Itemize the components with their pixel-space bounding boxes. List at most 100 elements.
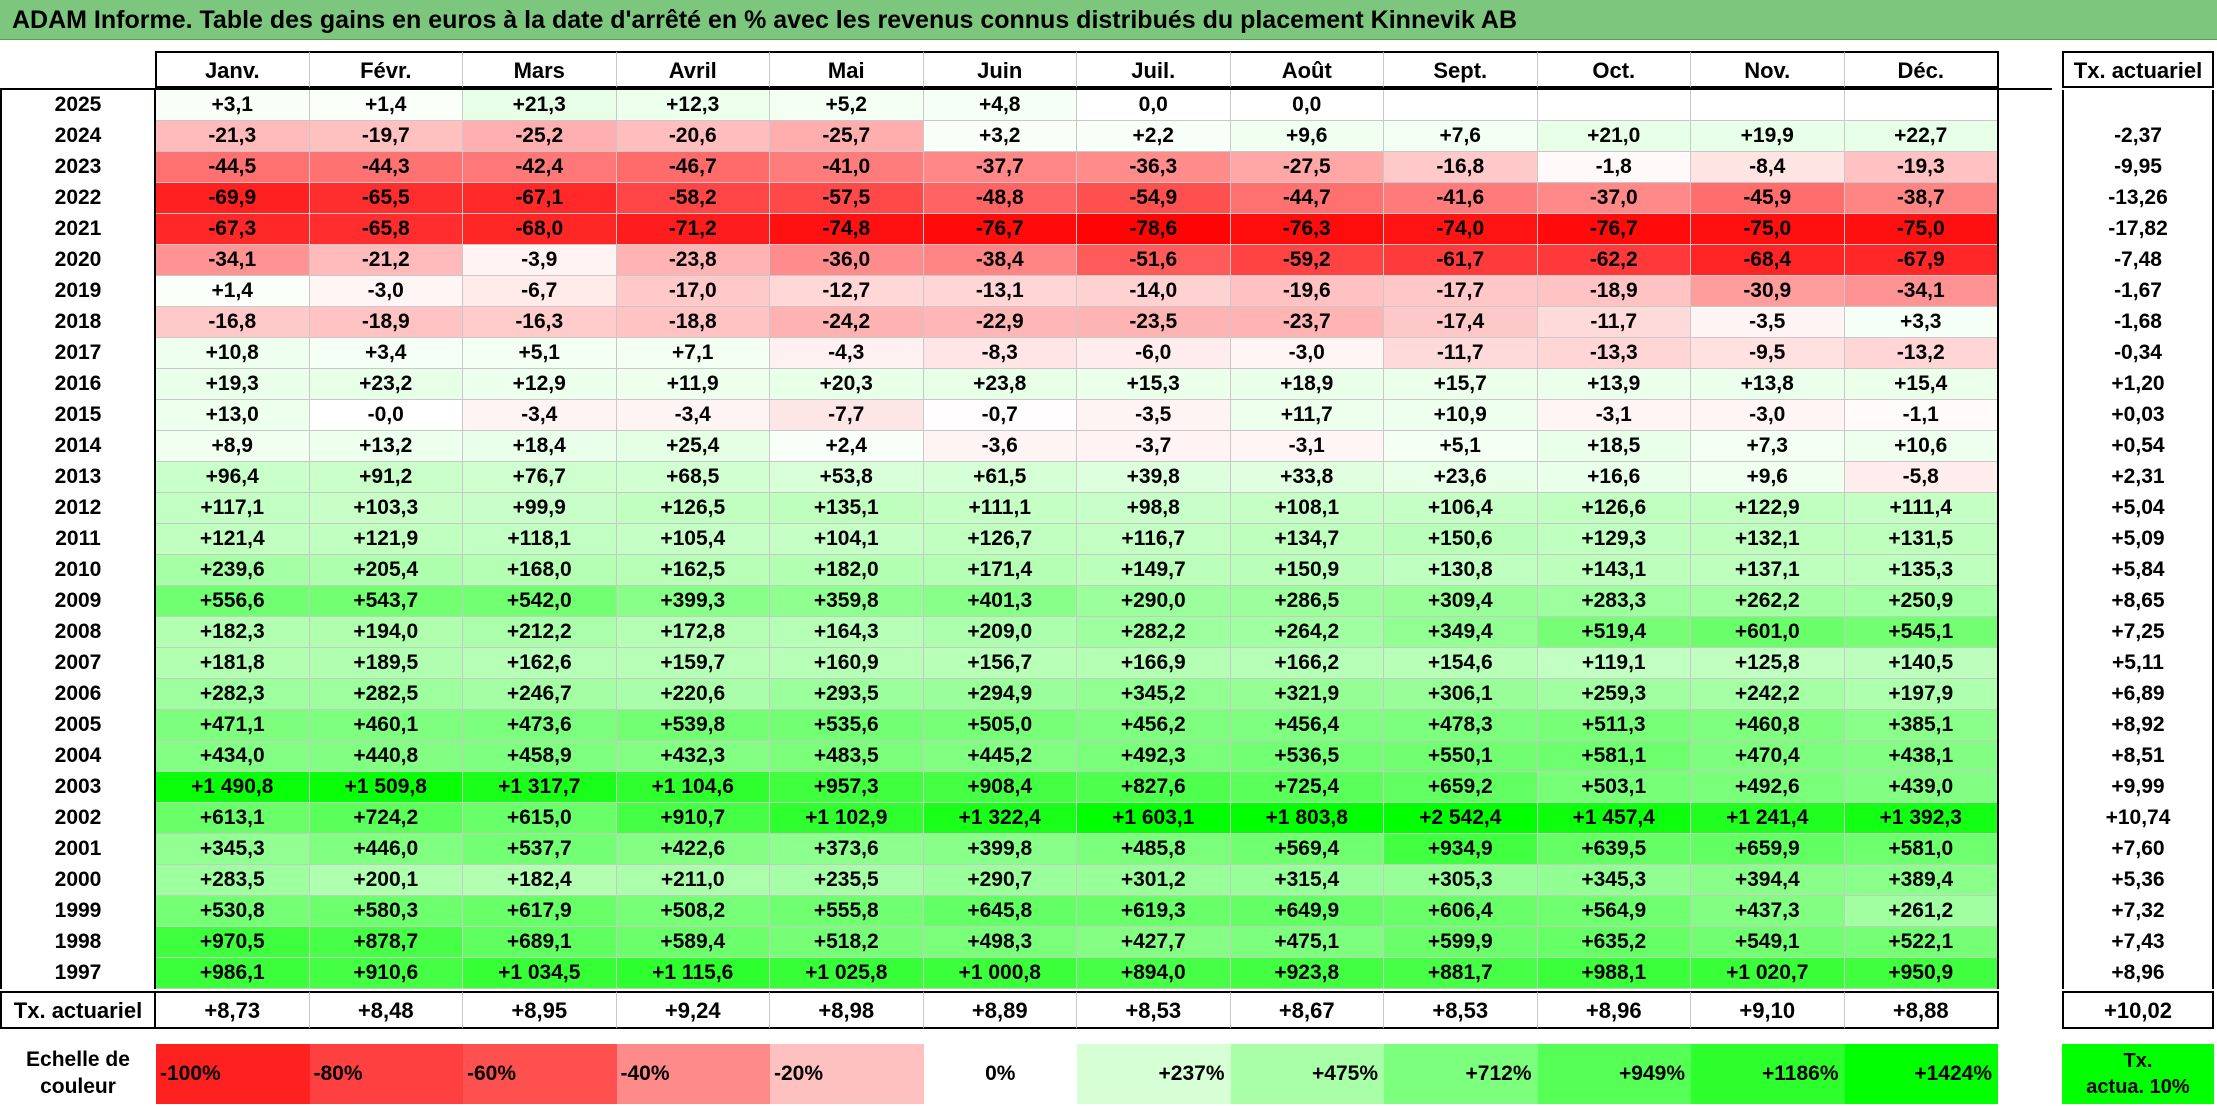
footer-value-cell: +8,53 [1077,991,1231,1029]
value-cell: +309,4 [1384,586,1538,617]
value-cell: +542,0 [463,586,617,617]
value-cell: -42,4 [463,152,617,183]
value-cell: +635,2 [1537,927,1691,958]
value-cell: +290,0 [1077,586,1231,617]
value-cell: -3,4 [616,400,770,431]
value-cell: -65,5 [309,183,463,214]
value-cell: +2,2 [1077,121,1231,152]
value-cell: +15,3 [1077,369,1231,400]
value-cell: -9,5 [1691,338,1845,369]
value-cell: -75,0 [1691,214,1845,245]
value-cell: +119,1 [1537,648,1691,679]
value-cell: +1 490,8 [156,772,310,803]
value-cell: -6,0 [1077,338,1231,369]
footer-value-cell: +8,48 [309,991,463,1029]
value-cell: +20,3 [770,369,924,400]
year-label: 2014 [0,431,156,462]
year-label: 2008 [0,617,156,648]
value-cell: +98,8 [1077,493,1231,524]
value-cell: +1 322,4 [923,803,1077,834]
value-cell [1537,90,1691,121]
value-cell: +126,7 [923,524,1077,555]
value-cell: +150,6 [1384,524,1538,555]
value-cell: -25,7 [770,121,924,152]
value-cell: +11,7 [1230,400,1384,431]
value-cell: -36,3 [1077,152,1231,183]
value-cell: +485,8 [1077,834,1231,865]
value-cell: +1 034,5 [463,958,617,989]
value-cell: +878,7 [309,927,463,958]
value-cell: +537,7 [463,834,617,865]
footer-value-cell: +9,24 [616,991,770,1029]
year-label: 2010 [0,555,156,586]
value-cell: -36,0 [770,245,924,276]
color-scale-step: +712% [1384,1044,1538,1104]
tx-actuariel-cell: -17,82 [2062,214,2214,245]
value-cell: -7,7 [770,400,924,431]
value-cell: +550,1 [1384,741,1538,772]
year-label: 2006 [0,679,156,710]
value-cell: -78,6 [1077,214,1231,245]
value-cell: -3,1 [1230,431,1384,462]
footer-value-cell: +8,89 [923,991,1077,1029]
value-cell: +645,8 [923,896,1077,927]
value-cell: +569,4 [1230,834,1384,865]
value-cell: -14,0 [1077,276,1231,307]
value-cell: +1 115,6 [616,958,770,989]
value-cell: +19,3 [156,369,310,400]
value-cell: +246,7 [463,679,617,710]
value-cell: +549,1 [1691,927,1845,958]
value-cell: +306,1 [1384,679,1538,710]
value-cell: -18,8 [616,307,770,338]
value-cell: +1 102,9 [770,803,924,834]
year-label: 1998 [0,927,156,958]
value-cell: +105,4 [616,524,770,555]
value-cell: +345,3 [1537,865,1691,896]
value-cell: +53,8 [770,462,924,493]
value-cell: -44,5 [156,152,310,183]
value-cell: +530,8 [156,896,310,927]
value-cell: +601,0 [1691,617,1845,648]
value-cell: -1,1 [1844,400,1998,431]
value-cell: +564,9 [1537,896,1691,927]
tx-actuariel-cell: +0,03 [2062,400,2214,431]
report-title: ADAM Informe. Table des gains en euros à… [0,0,2217,40]
value-cell: +10,9 [1384,400,1538,431]
value-cell: +162,5 [616,555,770,586]
value-cell: -38,7 [1844,183,1998,214]
value-cell: +19,9 [1691,121,1845,152]
month-header: Sept. [1384,51,1538,88]
value-cell: +181,8 [156,648,310,679]
value-cell: +473,6 [463,710,617,741]
value-cell: +283,5 [156,865,310,896]
color-scale-label-line1: Echelle de [26,1048,130,1071]
year-label: 2021 [0,214,156,245]
value-cell: +18,9 [1230,369,1384,400]
value-cell: +23,6 [1384,462,1538,493]
value-cell: +427,7 [1077,927,1231,958]
value-cell: -71,2 [616,214,770,245]
value-cell: +957,3 [770,772,924,803]
year-label: 2022 [0,183,156,214]
value-cell: +9,6 [1691,462,1845,493]
value-cell: +639,5 [1537,834,1691,865]
value-cell: +581,0 [1844,834,1998,865]
value-cell: +182,4 [463,865,617,896]
value-cell: +460,8 [1691,710,1845,741]
value-cell: +13,9 [1537,369,1691,400]
value-cell: +290,7 [923,865,1077,896]
value-cell: +456,4 [1230,710,1384,741]
value-cell: -3,0 [1691,400,1845,431]
value-cell: +294,9 [923,679,1077,710]
color-scale-step: -100% [156,1044,310,1104]
value-cell: +106,4 [1384,493,1538,524]
value-cell: -17,4 [1384,307,1538,338]
value-cell: +239,6 [156,555,310,586]
tx-actuariel-cell: -13,26 [2062,183,2214,214]
tx-actuariel-cell: +1,20 [2062,369,2214,400]
value-cell: +182,3 [156,617,310,648]
value-cell: +923,8 [1230,958,1384,989]
value-cell: +894,0 [1077,958,1231,989]
value-cell: +160,9 [770,648,924,679]
value-cell: +171,4 [923,555,1077,586]
